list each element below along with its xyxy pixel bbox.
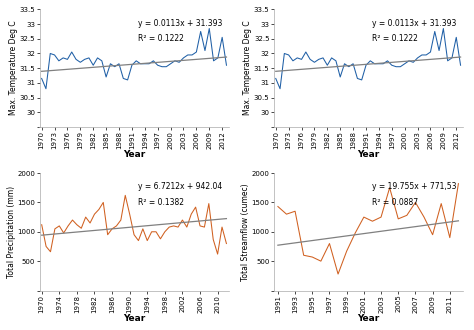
- Text: y = 0.0113x + 31.393: y = 0.0113x + 31.393: [138, 19, 222, 28]
- Y-axis label: Total Precipitation (mm): Total Precipitation (mm): [7, 186, 16, 278]
- Text: R² = 0.1382: R² = 0.1382: [138, 198, 184, 207]
- X-axis label: Year: Year: [123, 150, 145, 159]
- Text: y = 6.7212x + 942.04: y = 6.7212x + 942.04: [138, 182, 222, 191]
- X-axis label: Year: Year: [357, 314, 379, 323]
- Y-axis label: Max. Temperature Deg C: Max. Temperature Deg C: [9, 21, 18, 116]
- Y-axis label: Total Streamflow (cumec): Total Streamflow (cumec): [241, 183, 250, 280]
- Y-axis label: Max. Temperature Deg C: Max. Temperature Deg C: [244, 21, 253, 116]
- Text: R² = 0.0887: R² = 0.0887: [372, 198, 418, 207]
- X-axis label: Year: Year: [357, 150, 379, 159]
- Text: y = 0.0113x + 31.393: y = 0.0113x + 31.393: [372, 19, 456, 28]
- Text: R² = 0.1222: R² = 0.1222: [138, 34, 184, 43]
- Text: R² = 0.1222: R² = 0.1222: [372, 34, 418, 43]
- Text: y = 19.755x + 771,53: y = 19.755x + 771,53: [372, 182, 456, 191]
- X-axis label: Year: Year: [123, 314, 145, 323]
